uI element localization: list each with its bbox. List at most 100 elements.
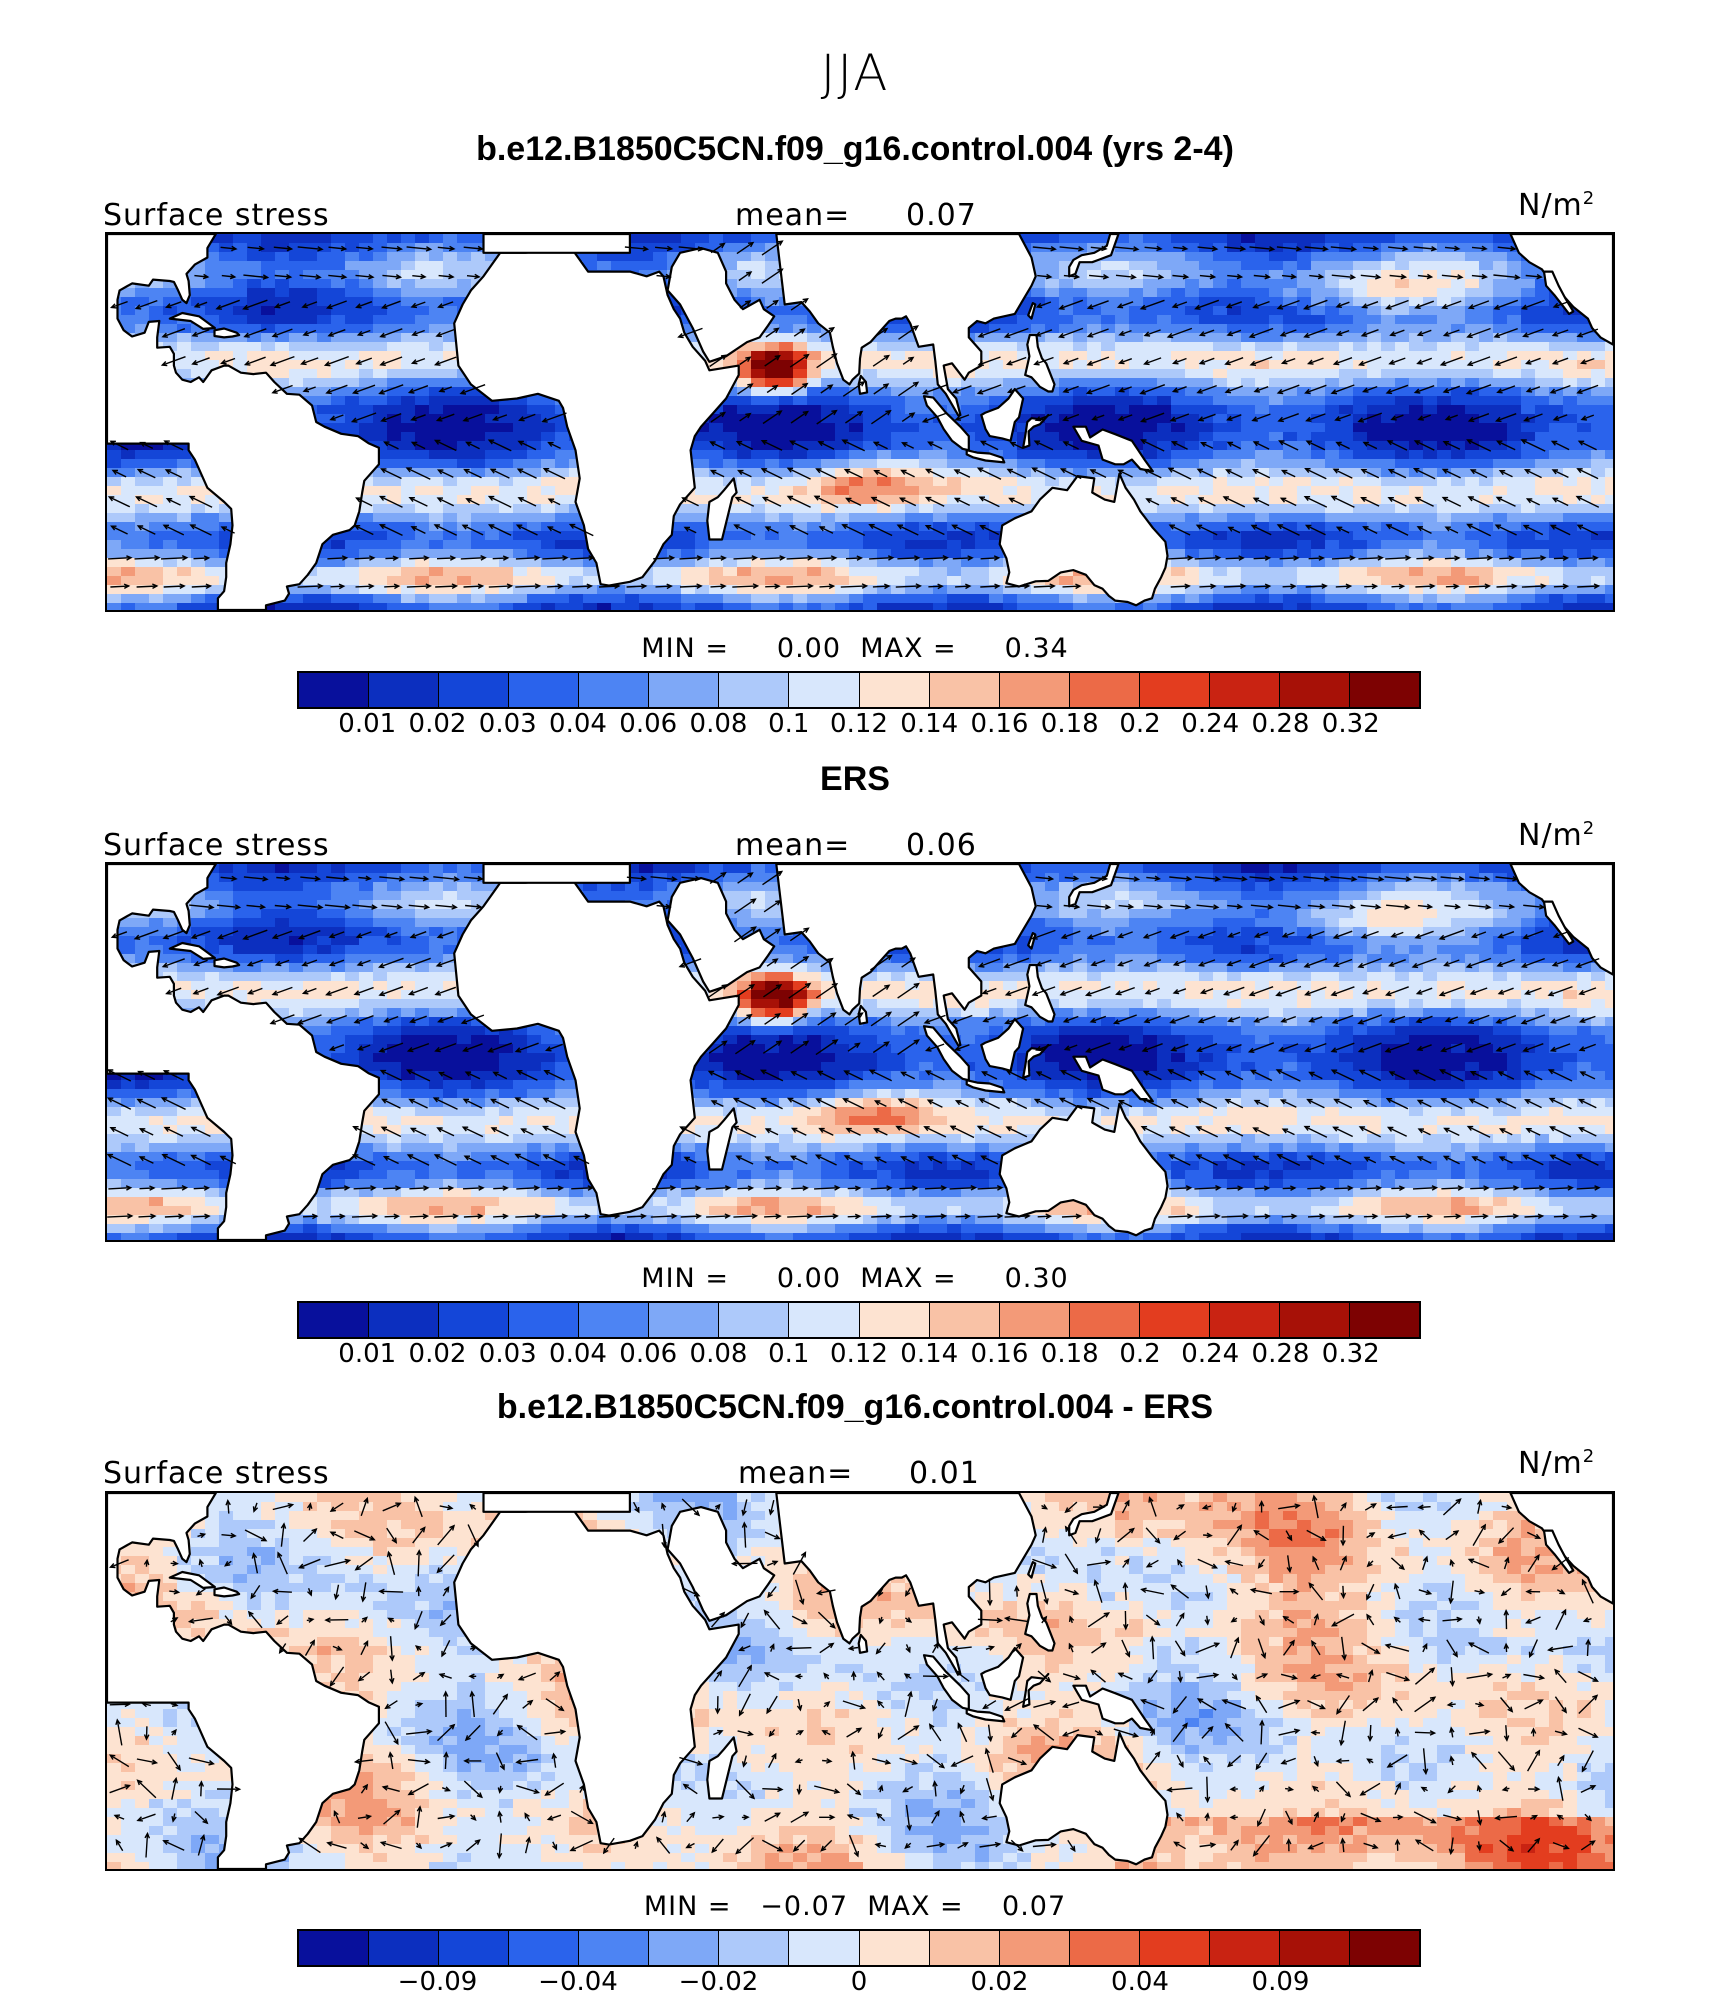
colorbar-swatch bbox=[649, 673, 720, 707]
land-taiwan bbox=[1027, 1560, 1037, 1579]
colorbar-swatch bbox=[719, 1303, 790, 1337]
land-japan bbox=[1068, 1493, 1120, 1537]
land-cuba bbox=[168, 311, 217, 331]
colorbar-swatch bbox=[1209, 673, 1280, 707]
colorbar-tick-label: 0.18 bbox=[1040, 1339, 1099, 1369]
colorbar-swatch bbox=[509, 1303, 580, 1337]
colorbar-swatch bbox=[1209, 1931, 1280, 1965]
land-india bbox=[775, 234, 1037, 417]
colorbar-tick-label: 0.24 bbox=[1181, 709, 1240, 739]
colorbar-swatch bbox=[789, 1303, 860, 1337]
land-sumatra bbox=[922, 1654, 970, 1711]
land-africa bbox=[453, 1506, 740, 1846]
panel-2-colorbar-ticks: 0.01 0.02 0.03 0.04 0.06 0.08 0.1 0.12 0.14 0.16 0… bbox=[297, 1339, 1421, 1371]
colorbar-tick-label: 0.14 bbox=[900, 709, 959, 739]
panel-3-variable: Surface stress bbox=[103, 1456, 330, 1491]
land-india bbox=[775, 864, 1037, 1047]
colorbar-tick-label: 0.02 bbox=[408, 1339, 467, 1369]
colorbar-swatch bbox=[369, 1931, 440, 1965]
land-japan bbox=[1068, 864, 1120, 908]
colorbar-tick-label: 0.08 bbox=[689, 709, 748, 739]
colorbar-tick-label: 0.32 bbox=[1321, 709, 1380, 739]
land-baja bbox=[1542, 900, 1575, 946]
land-africa bbox=[453, 247, 740, 587]
land-philippines bbox=[1024, 963, 1056, 1023]
colorbar-swatch bbox=[579, 1931, 650, 1965]
colorbar-swatch bbox=[999, 673, 1070, 707]
colorbar-tick-label: 0.06 bbox=[619, 709, 678, 739]
panel-2-units: N/m2 bbox=[1518, 818, 1596, 853]
land-java bbox=[965, 1079, 1006, 1094]
land-australia bbox=[998, 472, 1169, 607]
land-africa bbox=[453, 877, 740, 1217]
colorbar-swatch bbox=[1279, 1303, 1350, 1337]
panel-1-units: N/m2 bbox=[1518, 188, 1596, 223]
land-hispaniola bbox=[213, 957, 241, 969]
land-america bbox=[1509, 234, 1613, 346]
land-america bbox=[1509, 1493, 1613, 1605]
colorbar-swatch bbox=[649, 1303, 720, 1337]
land-sulawesi bbox=[1021, 413, 1050, 449]
colorbar-tick-label: 0.32 bbox=[1321, 1339, 1380, 1369]
colorbar-swatch bbox=[1209, 1303, 1280, 1337]
colorbar-swatch bbox=[1139, 673, 1210, 707]
colorbar-tick-label: −0.02 bbox=[678, 1967, 759, 1997]
colorbar-tick-label: −0.09 bbox=[397, 1967, 478, 1997]
colorbar-swatch bbox=[789, 1931, 860, 1965]
land-srilanka bbox=[857, 1004, 869, 1025]
colorbar-swatch bbox=[929, 1931, 1000, 1965]
land-cuba bbox=[168, 1570, 217, 1590]
land-madagascar bbox=[706, 1107, 738, 1171]
land-arabia bbox=[666, 247, 776, 363]
colorbar-swatch bbox=[579, 673, 650, 707]
colorbar-tick-label: 0.12 bbox=[830, 1339, 888, 1369]
colorbar-swatch bbox=[1279, 673, 1350, 707]
panel-2-minmax: MIN = 0.00 MAX = 0.30 bbox=[641, 1263, 1069, 1294]
colorbar-swatch bbox=[859, 1303, 930, 1337]
colorbar-tick-label: −0.04 bbox=[538, 1967, 618, 1997]
panel-3-minmax: MIN = −0.07 MAX = 0.07 bbox=[643, 1891, 1067, 1922]
colorbar-swatch bbox=[299, 1931, 370, 1965]
land-australia bbox=[998, 1731, 1169, 1866]
panel-3-colorbar bbox=[297, 1929, 1421, 1967]
colorbar-tick-label: 0.18 bbox=[1040, 709, 1099, 739]
colorbar-tick-label: 0.16 bbox=[970, 709, 1029, 739]
land-hispaniola bbox=[213, 327, 241, 339]
colorbar-tick-label: 0.24 bbox=[1181, 1339, 1240, 1369]
colorbar-tick-label: 0.02 bbox=[970, 1967, 1029, 1997]
colorbar-swatch bbox=[439, 673, 510, 707]
colorbar-tick-label: 0.01 bbox=[338, 709, 397, 739]
colorbar-swatch bbox=[1349, 673, 1419, 707]
colorbar-tick-label: 0.12 bbox=[830, 709, 888, 739]
land-arabia bbox=[666, 877, 776, 993]
colorbar-tick-label: 0 bbox=[850, 1967, 868, 1997]
colorbar-swatch bbox=[439, 1931, 510, 1965]
land-samerica bbox=[107, 864, 380, 1240]
colorbar-tick-label: 0.04 bbox=[549, 1339, 607, 1369]
colorbar-tick-label: 0.28 bbox=[1251, 709, 1310, 739]
land-japan bbox=[1068, 234, 1120, 278]
panel-3-map bbox=[105, 1491, 1615, 1871]
colorbar-swatch bbox=[929, 673, 1000, 707]
land-sulawesi bbox=[1021, 1043, 1050, 1079]
colorbar-swatch bbox=[649, 1931, 720, 1965]
land-borneo bbox=[980, 1647, 1025, 1701]
land-sumatra bbox=[922, 395, 970, 452]
land-hispaniola bbox=[213, 1586, 241, 1598]
colorbar-tick-label: 0.03 bbox=[478, 709, 537, 739]
colorbar-swatch bbox=[1349, 1931, 1419, 1965]
land-srilanka bbox=[857, 1633, 869, 1654]
land-madagascar bbox=[706, 477, 738, 541]
colorbar-swatch bbox=[509, 1931, 580, 1965]
colorbar-swatch bbox=[999, 1931, 1070, 1965]
colorbar-swatch bbox=[1069, 673, 1140, 707]
colorbar-tick-label: 0.02 bbox=[408, 709, 467, 739]
panel-2-map bbox=[105, 862, 1615, 1242]
panel-3-title: b.e12.B1850C5CN.f09_g16.control.004 - ER… bbox=[496, 1388, 1214, 1426]
colorbar-swatch bbox=[299, 673, 370, 707]
colorbar-tick-label: 0.2 bbox=[1119, 1339, 1161, 1369]
land-america bbox=[1509, 864, 1613, 976]
colorbar-swatch bbox=[859, 673, 930, 707]
land-cuba bbox=[168, 941, 217, 961]
land-borneo bbox=[980, 1018, 1025, 1072]
